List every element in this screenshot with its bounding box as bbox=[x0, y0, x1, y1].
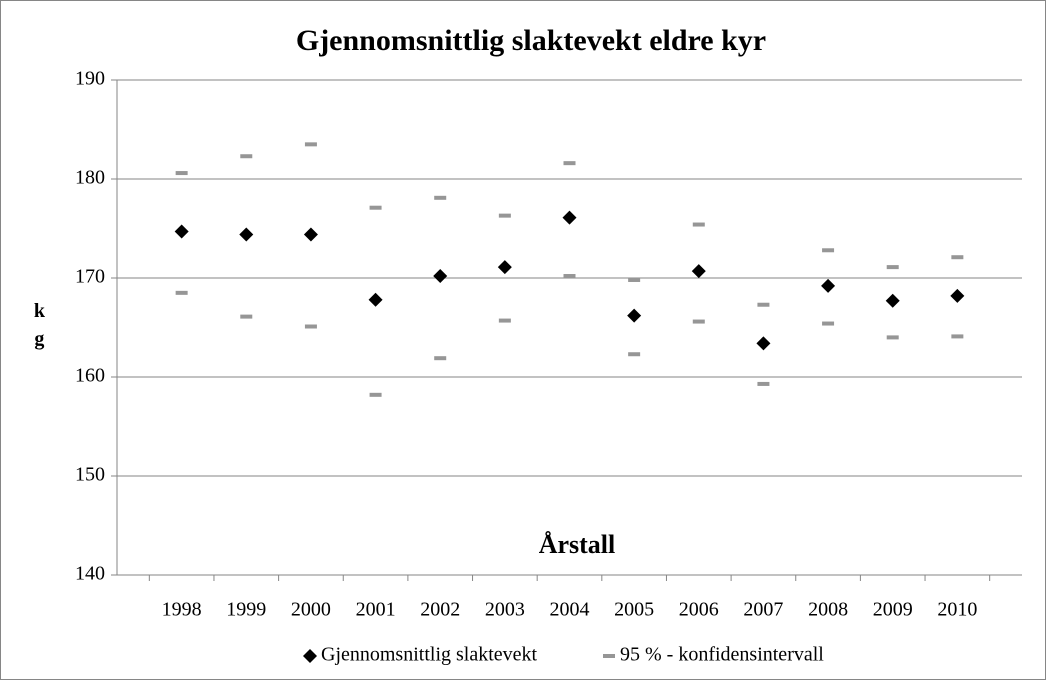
y-tick-label: 180 bbox=[75, 167, 105, 189]
ci-lower bbox=[692, 319, 705, 324]
ci-upper bbox=[498, 213, 511, 218]
x-tick-label: 2006 bbox=[679, 599, 719, 621]
x-tick-label: 2010 bbox=[937, 599, 977, 621]
ci-lower bbox=[822, 321, 835, 326]
ci-lower bbox=[175, 290, 188, 295]
mean-point bbox=[303, 227, 318, 242]
ci-lower bbox=[434, 356, 447, 361]
ci-upper bbox=[628, 277, 641, 282]
y-tick-label: 190 bbox=[75, 68, 105, 90]
x-tick-label: 2003 bbox=[485, 599, 525, 621]
y-tick-label: 150 bbox=[75, 464, 105, 486]
ci-upper bbox=[434, 195, 447, 200]
mean-point bbox=[562, 210, 577, 225]
mean-point bbox=[627, 308, 642, 323]
legend-marker bbox=[603, 654, 615, 658]
ci-upper bbox=[692, 222, 705, 227]
ci-upper bbox=[757, 302, 770, 307]
mean-point bbox=[368, 292, 383, 307]
ci-lower bbox=[757, 381, 770, 386]
ci-lower bbox=[951, 334, 964, 339]
x-tick-label: 2008 bbox=[808, 599, 848, 621]
legend-marker bbox=[303, 649, 317, 663]
ci-upper bbox=[304, 142, 317, 147]
y-axis-label: kg bbox=[28, 300, 50, 356]
y-tick-label: 160 bbox=[75, 365, 105, 387]
mean-point bbox=[885, 293, 900, 308]
x-tick-label: 2007 bbox=[743, 599, 783, 621]
ci-lower bbox=[240, 314, 253, 319]
ci-upper bbox=[886, 265, 899, 270]
mean-point bbox=[691, 264, 706, 279]
ci-lower bbox=[498, 318, 511, 323]
x-tick-label: 2002 bbox=[420, 599, 460, 621]
x-tick-label: 2004 bbox=[550, 599, 590, 621]
x-tick-label: 2005 bbox=[614, 599, 654, 621]
ci-upper bbox=[951, 255, 964, 260]
ci-lower bbox=[563, 274, 576, 279]
legend-label: Gjennomsnittlig slaktevekt bbox=[321, 644, 538, 666]
chart-title: Gjennomsnittlig slaktevekt eldre kyr bbox=[296, 24, 766, 57]
x-tick-label: 1999 bbox=[226, 599, 266, 621]
x-tick-label: 2009 bbox=[873, 599, 913, 621]
mean-point bbox=[497, 260, 512, 275]
ci-upper bbox=[369, 205, 382, 210]
mean-point bbox=[821, 278, 836, 293]
mean-point bbox=[174, 224, 189, 239]
ci-lower bbox=[628, 352, 641, 357]
x-tick-label: 2000 bbox=[291, 599, 331, 621]
mean-point bbox=[239, 227, 254, 242]
ci-lower bbox=[369, 392, 382, 397]
y-tick-label: 140 bbox=[75, 563, 105, 585]
x-axis-label: Årstall bbox=[539, 530, 616, 559]
ci-lower bbox=[304, 324, 317, 329]
mean-point bbox=[950, 288, 965, 303]
ci-lower bbox=[886, 335, 899, 340]
ci-upper bbox=[175, 171, 188, 176]
ci-upper bbox=[563, 161, 576, 166]
ci-upper bbox=[240, 154, 253, 159]
x-tick-label: 1998 bbox=[162, 599, 202, 621]
y-tick-label: 170 bbox=[75, 266, 105, 288]
legend-label: 95 % - konfidensintervall bbox=[620, 644, 824, 666]
x-tick-label: 2001 bbox=[356, 599, 396, 621]
mean-point bbox=[756, 336, 771, 351]
ci-upper bbox=[822, 248, 835, 253]
mean-point bbox=[433, 269, 448, 284]
